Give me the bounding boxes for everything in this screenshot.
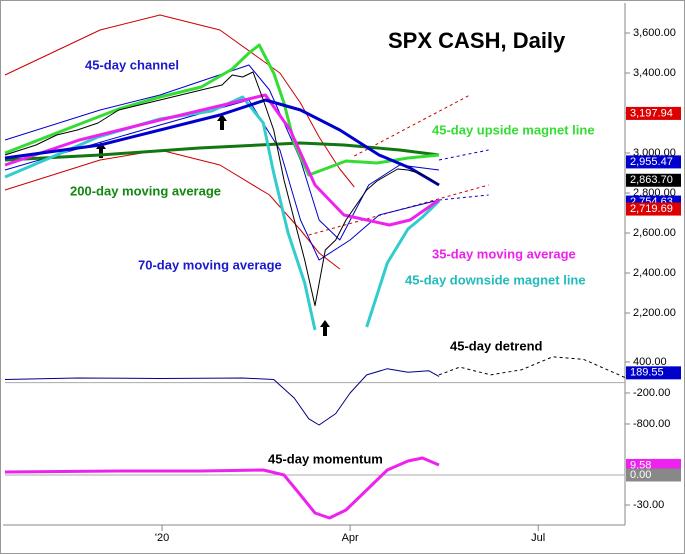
value-tag — [626, 366, 681, 380]
value-tag-label: 9.58 — [630, 459, 651, 471]
y-tick-label: 3,600.00 — [633, 27, 676, 39]
series-line — [4, 141, 440, 162]
value-tag-label: 0.00 — [630, 469, 651, 481]
y-tick-label: -30.00 — [633, 499, 664, 511]
value-tag — [626, 173, 681, 187]
series-line — [438, 356, 626, 378]
series-line — [438, 149, 489, 161]
annotation: 45-day upside magnet line — [432, 122, 595, 137]
value-tag-label: 3,197.94 — [630, 107, 673, 119]
annotation: 45-day channel — [85, 57, 179, 72]
annotation: 200-day moving average — [70, 183, 221, 198]
series-line — [4, 368, 440, 426]
panel-title: 45-day detrend — [450, 338, 543, 353]
x-tick-label: Jul — [531, 532, 545, 544]
y-tick-label: 2,200.00 — [633, 307, 676, 319]
x-tick-label: '20 — [155, 532, 169, 544]
series-line — [4, 93, 440, 227]
series-line — [4, 14, 355, 188]
y-tick-label: 2,600.00 — [633, 227, 676, 239]
value-tag — [626, 468, 681, 482]
y-tick-label: 3,400.00 — [633, 67, 676, 79]
series-line — [354, 94, 471, 157]
series-line — [4, 149, 341, 270]
series-line — [4, 43, 440, 177]
value-tag-label: 2,863.70 — [630, 174, 673, 186]
series-line — [308, 184, 489, 236]
value-tag — [626, 106, 681, 120]
value-tag-label: 2,719.69 — [630, 203, 673, 215]
series-line — [438, 194, 489, 201]
annotation: 35-day moving average — [432, 246, 576, 261]
y-tick-label: -800.00 — [633, 418, 670, 430]
value-tag — [626, 202, 681, 216]
y-tick-label: -200.00 — [633, 387, 670, 399]
series-line — [4, 95, 441, 331]
value-tag-label: 2,955.47 — [630, 156, 673, 168]
series-line — [4, 98, 440, 187]
panel-title: 45-day momentum — [268, 451, 383, 466]
x-tick-label: Apr — [342, 532, 359, 544]
value-tag-label: 189.55 — [630, 367, 664, 379]
chart-title: SPX CASH, Daily — [388, 28, 566, 53]
annotation: 70-day moving average — [138, 257, 282, 272]
series-line — [4, 99, 440, 261]
y-tick-label: 2,400.00 — [633, 267, 676, 279]
series-line — [4, 71, 440, 307]
y-tick-label: 400.00 — [633, 356, 667, 368]
annotation: 45-day downside magnet line — [405, 272, 586, 287]
series-line — [4, 456, 440, 520]
value-tag — [626, 155, 681, 169]
